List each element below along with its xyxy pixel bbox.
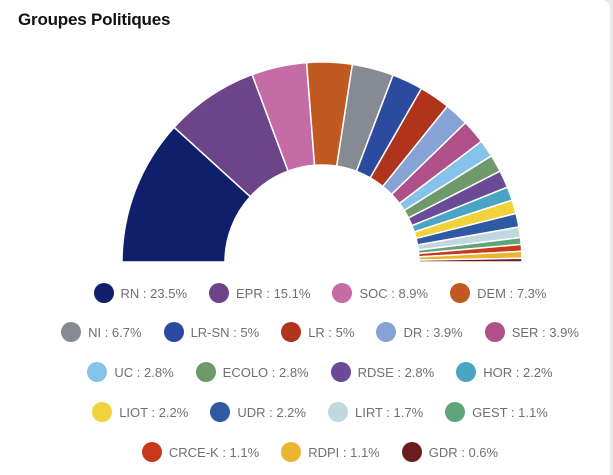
legend-label: NI : 6.7%: [88, 324, 142, 340]
legend-item-crce-k[interactable]: CRCE-K : 1.1%: [141, 442, 260, 462]
legend-label: RDPI : 1.1%: [308, 444, 380, 460]
legend-swatch: [210, 402, 231, 422]
legend-swatch: [401, 442, 422, 462]
legend-item-gest[interactable]: GEST : 1.1%: [445, 402, 548, 422]
legend-swatch: [281, 322, 302, 342]
legend-label: HOR : 2.2%: [483, 364, 553, 380]
legend-item-hor[interactable]: HOR : 2.2%: [456, 362, 553, 382]
legend-swatch: [327, 402, 348, 422]
legend-item-lirt[interactable]: LIRT : 1.7%: [327, 402, 424, 422]
half-donut-chart: [121, 61, 523, 263]
legend-label: GEST : 1.1%: [472, 404, 548, 420]
legend-swatch: [163, 322, 184, 342]
legend-label: LIRT : 1.7%: [354, 404, 424, 420]
legend-swatch: [141, 442, 162, 462]
legend-label: RN : 23.5%: [120, 285, 188, 301]
legend-label: DEM : 7.3%: [477, 285, 547, 301]
legend-item-dr[interactable]: DR : 3.9%: [376, 322, 463, 342]
legend-label: LR : 5%: [308, 324, 355, 340]
legend-label: RDSE : 2.8%: [357, 364, 435, 380]
legend-item-rdpi[interactable]: RDPI : 1.1%: [281, 442, 380, 462]
legend-item-ecolo[interactable]: ECOLO : 2.8%: [195, 362, 309, 382]
legend-swatch: [93, 283, 114, 303]
legend-swatch: [445, 402, 466, 422]
legend-item-rn[interactable]: RN : 23.5%: [93, 283, 188, 303]
legend-swatch: [456, 362, 477, 382]
legend-item-ser[interactable]: SER : 3.9%: [484, 322, 579, 342]
legend-label: UDR : 2.2%: [237, 404, 306, 420]
legend-item-ni[interactable]: NI : 6.7%: [61, 322, 142, 342]
legend-row: LIOT : 2.2% UDR : 2.2% LIRT : 1.7% GEST : 1…: [0, 402, 613, 422]
legend-item-epr[interactable]: EPR : 15.1%: [209, 283, 310, 303]
legend-label: EPR : 15.1%: [236, 285, 311, 301]
legend-item-lr[interactable]: LR : 5%: [281, 322, 354, 342]
legend-swatch: [209, 283, 230, 303]
legend-item-soc[interactable]: SOC : 8.9%: [332, 283, 428, 303]
legend-swatch: [332, 283, 353, 303]
legend-item-udr[interactable]: UDR : 2.2%: [210, 402, 306, 422]
legend-label: GDR : 0.6%: [428, 444, 499, 460]
slice-gdr[interactable]: [418, 257, 523, 263]
legend-swatch: [330, 362, 351, 382]
legend-swatch: [484, 322, 505, 342]
legend-row: RN : 23.5% EPR : 15.1% SOC : 8.9% DEM : 7.3…: [0, 283, 613, 303]
legend-label: CRCE-K : 1.1%: [168, 444, 260, 460]
legend-row: NI : 6.7% LR-SN : 5% LR : 5% DR : 3.9% SER :…: [0, 322, 613, 342]
legend-label: LIOT : 2.2%: [119, 404, 189, 420]
legend-row: CRCE-K : 1.1% RDPI : 1.1% GDR : 0.6%: [0, 442, 613, 462]
legend-label: SER : 3.9%: [511, 324, 579, 340]
legend-row: UC : 2.8% ECOLO : 2.8% RDSE : 2.8% HOR : 2.…: [0, 362, 613, 382]
legend-item-dem[interactable]: DEM : 7.3%: [450, 283, 546, 303]
chart-title: Groupes Politiques: [18, 10, 171, 29]
legend-label: SOC : 8.9%: [359, 285, 429, 301]
legend-swatch: [87, 362, 108, 382]
legend-item-uc[interactable]: UC : 2.8%: [87, 362, 174, 382]
legend-swatch: [61, 322, 82, 342]
legend-item-rdse[interactable]: RDSE : 2.8%: [330, 362, 435, 382]
legend-item-liot[interactable]: LIOT : 2.2%: [92, 402, 188, 422]
legend-label: UC : 2.8%: [114, 364, 174, 380]
legend-swatch: [376, 322, 397, 342]
legend-swatch: [281, 442, 302, 462]
legend-item-lr-sn[interactable]: LR-SN : 5%: [163, 322, 260, 342]
legend-label: DR : 3.9%: [403, 324, 463, 340]
legend-swatch: [195, 362, 216, 382]
legend-label: LR-SN : 5%: [190, 324, 260, 340]
legend-label: ECOLO : 2.8%: [222, 364, 309, 380]
legend-swatch: [450, 283, 471, 303]
legend-item-gdr[interactable]: GDR : 0.6%: [401, 442, 499, 462]
legend-swatch: [92, 402, 113, 422]
